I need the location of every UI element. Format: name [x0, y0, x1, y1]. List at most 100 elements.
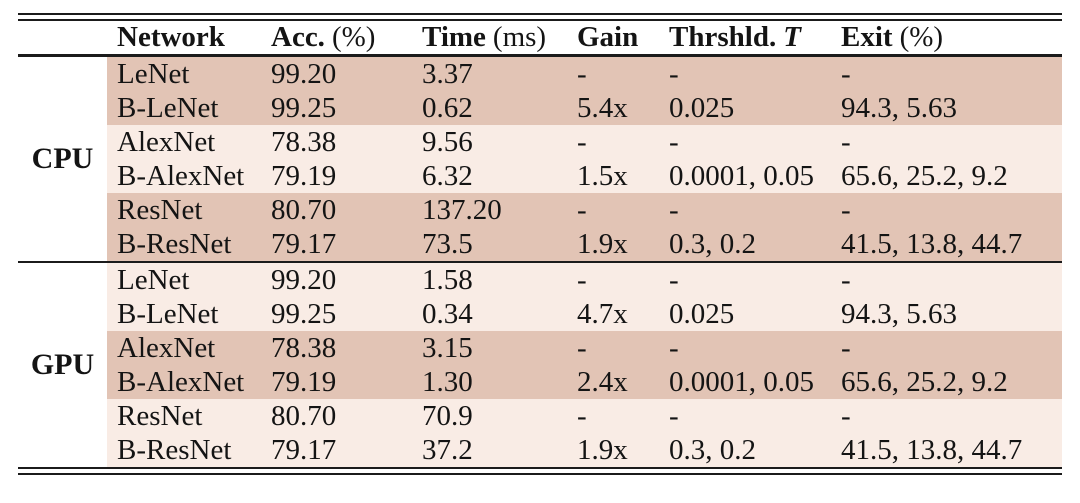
header-time: Time (ms) — [418, 21, 574, 54]
cell-network: LeNet — [117, 264, 190, 296]
table-row: ResNet 80.70 137.20 - - - — [107, 193, 1062, 227]
cell-network: B-ResNet — [117, 434, 232, 466]
header-network: Network — [117, 21, 225, 53]
table-header: Network Acc. (%) Time (ms) Gain Thrshld. T … — [18, 21, 1062, 54]
cell-thrshld: - — [669, 58, 679, 90]
cell-thrshld: 0.3, 0.2 — [669, 228, 756, 260]
cell-thrshld: 0.025 — [669, 298, 735, 330]
cell-time: 9.56 — [422, 126, 473, 158]
cell-thrshld: - — [669, 264, 679, 296]
cell-exit: 94.3, 5.63 — [841, 298, 957, 330]
table-row: AlexNet 78.38 9.56 - - - — [107, 125, 1062, 159]
header-threshold: Thrshld. T — [666, 21, 838, 54]
cell-thrshld: - — [669, 126, 679, 158]
cell-acc: 80.70 — [271, 400, 337, 432]
cell-thrshld: 0.025 — [669, 92, 735, 124]
cell-acc: 79.19 — [271, 160, 337, 192]
header-time-label: Time — [422, 21, 486, 53]
cell-exit: - — [841, 332, 851, 364]
cell-thrshld: 0.0001, 0.05 — [669, 366, 814, 398]
cell-network: B-AlexNet — [117, 160, 245, 192]
cell-network: B-ResNet — [117, 228, 232, 260]
cell-gain: 1.9x — [577, 434, 628, 466]
cell-exit: 41.5, 13.8, 44.7 — [841, 434, 1023, 466]
cell-thrshld: - — [669, 332, 679, 364]
cell-time: 70.9 — [422, 400, 473, 432]
cell-exit: 94.3, 5.63 — [841, 92, 957, 124]
table-row: B-ResNet 79.17 73.5 1.9x 0.3, 0.2 41.5, 13.8,… — [107, 227, 1062, 261]
cell-time: 1.58 — [422, 264, 473, 296]
header-accuracy: Acc. (%) — [268, 21, 418, 54]
cell-network: B-LeNet — [117, 92, 219, 124]
table-row: LeNet 99.20 3.37 - - - — [107, 57, 1062, 91]
table-row: B-AlexNet 79.19 6.32 1.5x 0.0001, 0.05 65.6, … — [107, 159, 1062, 193]
cell-time: 3.37 — [422, 58, 473, 90]
cell-network: B-LeNet — [117, 298, 219, 330]
cell-gain: 2.4x — [577, 366, 628, 398]
cell-time: 73.5 — [422, 228, 473, 260]
cell-time: 37.2 — [422, 434, 473, 466]
cell-network: ResNet — [117, 400, 203, 432]
header-exit-label: Exit — [841, 21, 893, 53]
cell-time: 0.34 — [422, 298, 473, 330]
cell-thrshld: 0.0001, 0.05 — [669, 160, 814, 192]
cell-network: LeNet — [117, 58, 190, 90]
cell-network: AlexNet — [117, 126, 216, 158]
table-row: AlexNet 78.38 3.15 - - - — [107, 331, 1062, 365]
cell-network: B-AlexNet — [117, 366, 245, 398]
results-table: Network Acc. (%) Time (ms) Gain Thrshld. T … — [18, 13, 1062, 475]
cell-gain: - — [577, 58, 587, 90]
section-divider-rule — [18, 261, 1062, 263]
cell-network: ResNet — [117, 194, 203, 226]
header-exit: Exit (%) — [838, 21, 1062, 54]
cell-time: 137.20 — [422, 194, 502, 226]
table-row: B-ResNet 79.17 37.2 1.9x 0.3, 0.2 41.5, 13.8,… — [107, 433, 1062, 467]
section-cpu: CPU LeNet 99.20 3.37 - - - B-LeNet 99.25 0.62 5.4… — [18, 57, 1062, 261]
cell-exit: - — [841, 126, 851, 158]
cell-network: AlexNet — [117, 332, 216, 364]
section-label-cpu: CPU — [18, 57, 107, 261]
bottom-double-rule — [18, 467, 1062, 475]
section-label-gpu: GPU — [18, 263, 107, 467]
cell-gain: - — [577, 400, 587, 432]
header-threshold-symbol: T — [783, 21, 801, 53]
cell-gain: 1.9x — [577, 228, 628, 260]
cell-time: 3.15 — [422, 332, 473, 364]
table-row: B-LeNet 99.25 0.62 5.4x 0.025 94.3, 5.63 — [107, 91, 1062, 125]
table-row: B-LeNet 99.25 0.34 4.7x 0.025 94.3, 5.63 — [107, 297, 1062, 331]
section-gpu: GPU LeNet 99.20 1.58 - - - B-LeNet 99.25 0.34 4.7… — [18, 263, 1062, 467]
section-rows: LeNet 99.20 3.37 - - - B-LeNet 99.25 0.62 5.4x 0.0… — [107, 57, 1062, 261]
header-exit-unit: (%) — [899, 21, 944, 53]
cell-gain: 1.5x — [577, 160, 628, 192]
header-accuracy-unit: (%) — [331, 21, 376, 53]
header-rule — [18, 54, 1062, 57]
header-gain: Gain — [577, 21, 639, 53]
cell-thrshld: - — [669, 400, 679, 432]
cell-acc: 99.20 — [271, 58, 337, 90]
cell-exit: 65.6, 25.2, 9.2 — [841, 160, 1008, 192]
cell-exit: - — [841, 400, 851, 432]
table-row: ResNet 80.70 70.9 - - - — [107, 399, 1062, 433]
header-time-unit: (ms) — [492, 21, 547, 53]
cell-acc: 99.25 — [271, 92, 337, 124]
cell-acc: 78.38 — [271, 332, 337, 364]
table-row: B-AlexNet 79.19 1.30 2.4x 0.0001, 0.05 65.6, … — [107, 365, 1062, 399]
cell-time: 6.32 — [422, 160, 473, 192]
cell-time: 0.62 — [422, 92, 473, 124]
top-double-rule — [18, 13, 1062, 21]
cell-acc: 79.17 — [271, 228, 337, 260]
cell-acc: 99.25 — [271, 298, 337, 330]
section-rows: LeNet 99.20 1.58 - - - B-LeNet 99.25 0.34 4.7x 0.0… — [107, 263, 1062, 467]
cell-gain: - — [577, 264, 587, 296]
header-threshold-label: Thrshld. — [669, 21, 777, 53]
cell-thrshld: 0.3, 0.2 — [669, 434, 756, 466]
cell-acc: 79.17 — [271, 434, 337, 466]
cell-time: 1.30 — [422, 366, 473, 398]
cell-exit: - — [841, 264, 851, 296]
table-row: LeNet 99.20 1.58 - - - — [107, 263, 1062, 297]
header-accuracy-label: Acc. — [271, 21, 325, 53]
cell-gain: 5.4x — [577, 92, 628, 124]
cell-exit: 41.5, 13.8, 44.7 — [841, 228, 1023, 260]
cell-acc: 80.70 — [271, 194, 337, 226]
cell-thrshld: - — [669, 194, 679, 226]
